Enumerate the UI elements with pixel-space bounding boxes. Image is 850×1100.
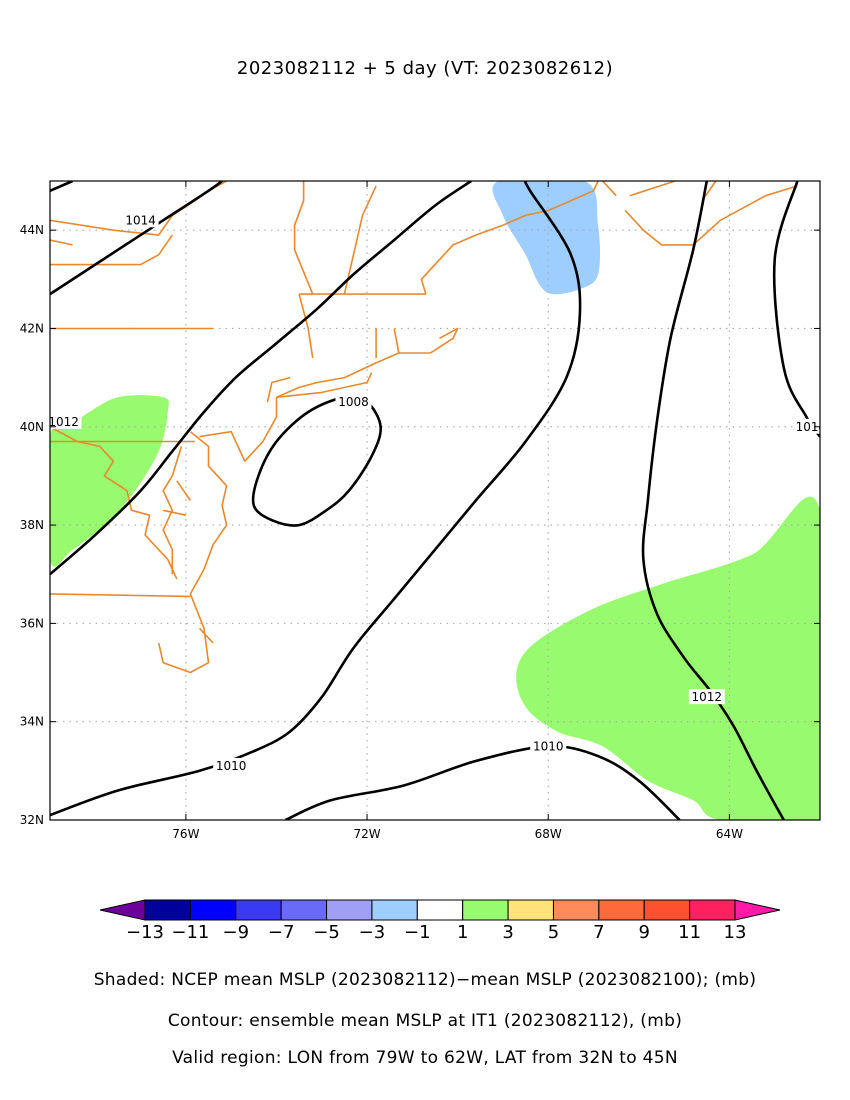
contour-1008 — [251, 395, 382, 527]
coastline — [298, 293, 314, 359]
tick-label-lon: 64W — [716, 827, 743, 841]
colorbar-arrow-high — [734, 899, 781, 921]
tick-label-lon: 76W — [172, 827, 199, 841]
colorbar-label: −3 — [359, 922, 386, 943]
coastline — [162, 446, 183, 575]
colorbar-arrow-low — [99, 899, 146, 921]
colorbar-label: 13 — [724, 922, 747, 943]
tick-label-lat: 34N — [20, 715, 44, 729]
contour-label: 1014 — [796, 420, 827, 434]
tick-label-lat: 42N — [20, 321, 44, 335]
contour-1014 — [50, 181, 223, 296]
colorbar-swatch — [507, 899, 554, 921]
colorbar-swatch — [598, 899, 645, 921]
contour-1010 — [284, 744, 681, 820]
coastline — [393, 328, 400, 354]
coastline — [602, 181, 617, 197]
colorbar-swatch — [144, 899, 191, 921]
contour-label: 1010 — [216, 759, 247, 773]
coastline — [50, 239, 73, 246]
contour-label-bg — [688, 689, 725, 705]
coastline — [343, 185, 377, 295]
tick-label-lon: 68W — [535, 827, 562, 841]
colorbar-label: 1 — [457, 922, 468, 943]
contour-label-bg — [335, 394, 372, 410]
colorbar-swatch — [235, 899, 282, 921]
colorbar-swatch — [371, 899, 418, 921]
coastline — [157, 431, 228, 674]
contour-label-bg — [530, 738, 567, 754]
coastline — [624, 185, 798, 246]
contour-label: 1008 — [338, 395, 369, 409]
tick-label-lat: 32N — [20, 813, 44, 827]
coastline — [50, 234, 173, 266]
colorbar-swatch — [643, 899, 691, 921]
map-frame — [49, 180, 821, 821]
page-title: 2023082112 + 5 day (VT: 2023082612) — [236, 58, 614, 79]
coastline — [629, 181, 676, 197]
contour-label-bg — [50, 413, 82, 429]
coastline — [198, 627, 214, 644]
colorbar-label: −9 — [222, 922, 249, 943]
coastline — [163, 509, 187, 516]
map-plot-area: 1008 1010 1010 1012 1012 1014 1014 — [48, 181, 827, 820]
coastline — [176, 480, 192, 501]
colorbar-label: −5 — [313, 922, 340, 943]
tick-label-lon: 72W — [353, 827, 380, 841]
caption-valid-region: Valid region: LON from 79W to 62W, LAT f… — [172, 1048, 678, 1068]
coastline — [276, 372, 373, 399]
colorbar-label: −13 — [126, 922, 164, 943]
tick-label-lat: 40N — [20, 420, 44, 434]
contour-label-bg — [213, 757, 250, 773]
contour-label: 1010 — [533, 739, 564, 753]
contour-label: 1012 — [48, 415, 79, 429]
contour-1012 — [50, 181, 472, 576]
coastline — [50, 426, 178, 580]
contour-label-bg — [792, 418, 820, 434]
contour-1014 — [772, 181, 820, 438]
contour-label: 1012 — [691, 690, 722, 704]
colorbar-label: 9 — [639, 922, 650, 943]
caption-shaded: Shaded: NCEP mean MSLP (2023082112)−mean… — [93, 970, 757, 990]
colorbar-swatch — [416, 899, 464, 921]
contour-label-bg — [122, 212, 159, 228]
colorbar-label: −11 — [171, 922, 209, 943]
colorbar-label: 7 — [593, 922, 604, 943]
colorbar-swatch — [552, 899, 600, 921]
colorbar-label: −1 — [404, 922, 431, 943]
contour-label: 1014 — [125, 213, 156, 227]
colorbar-label: 11 — [678, 922, 701, 943]
colorbar-swatch — [326, 899, 373, 921]
caption-contour: Contour: ensemble mean MSLP at IT1 (2023… — [167, 1011, 683, 1031]
axis-ticks: 76W 72W 68W 64W 32N 34N 36N 38N 40N 42N 44N — [20, 181, 820, 841]
colorbar-swatch — [280, 899, 328, 921]
contour-1012 — [641, 181, 785, 820]
coastline — [50, 593, 191, 598]
colorbar-swatch — [189, 899, 237, 921]
shaded-region-0 — [50, 395, 169, 567]
coastline — [199, 327, 459, 462]
tick-label-lat: 38N — [20, 518, 44, 532]
colorbar-swatch — [462, 899, 509, 921]
shaded-region-2 — [492, 181, 601, 295]
coastline — [420, 181, 599, 295]
shaded-region-1 — [516, 496, 820, 820]
colorbar-label: 5 — [548, 922, 559, 943]
tick-label-lat: 36N — [20, 616, 44, 630]
coastline — [266, 376, 291, 403]
colorbar: −13 −11 −9 −7 −5 −3 −1 1 3 5 7 9 11 13 — [99, 899, 781, 943]
colorbar-label: 3 — [502, 922, 513, 943]
tick-label-lat: 44N — [20, 223, 44, 237]
colorbar-swatch — [689, 899, 736, 921]
coastline — [293, 181, 314, 295]
colorbar-label: −7 — [268, 922, 295, 943]
contour-line — [50, 181, 74, 192]
